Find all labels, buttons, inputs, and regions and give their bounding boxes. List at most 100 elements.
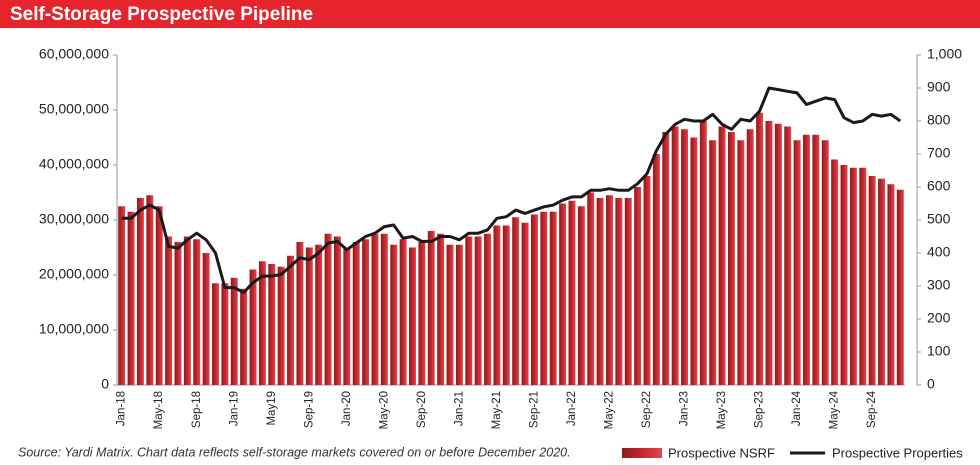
bar bbox=[803, 134, 810, 385]
bar bbox=[831, 159, 839, 385]
bar bbox=[484, 233, 492, 385]
bar bbox=[690, 137, 698, 385]
bar bbox=[268, 264, 276, 385]
bar bbox=[183, 236, 191, 385]
title-band bbox=[0, 0, 980, 28]
source-note: Source: Yardi Matrix. Chart data reflect… bbox=[18, 445, 571, 459]
bar bbox=[240, 288, 248, 385]
x-tick-label: May-20 bbox=[378, 391, 390, 429]
bar bbox=[568, 200, 576, 385]
bar bbox=[287, 255, 295, 385]
y2-tick-label: 700 bbox=[927, 145, 951, 161]
y-tick-label: 60,000,000 bbox=[39, 46, 109, 62]
bar bbox=[765, 121, 773, 385]
y-tick-label: 10,000,000 bbox=[39, 321, 109, 337]
bar bbox=[409, 247, 416, 385]
bar bbox=[737, 140, 745, 385]
bar bbox=[202, 253, 210, 385]
y2-tick-label: 800 bbox=[927, 112, 951, 128]
bar bbox=[352, 242, 360, 385]
bar bbox=[559, 203, 567, 385]
bar bbox=[249, 269, 257, 385]
bar bbox=[643, 176, 651, 385]
bar bbox=[399, 239, 407, 385]
x-tick-label: Sep-24 bbox=[866, 390, 878, 428]
bar bbox=[681, 129, 689, 385]
bar bbox=[437, 233, 445, 385]
x-tick-label: May-18 bbox=[153, 391, 165, 429]
bar bbox=[193, 239, 201, 385]
bar bbox=[493, 225, 501, 385]
x-tick-label: Sep-19 bbox=[303, 391, 315, 428]
bar bbox=[840, 165, 848, 385]
bar bbox=[812, 134, 820, 385]
x-tick-label: Jan-18 bbox=[116, 391, 128, 426]
bar bbox=[136, 198, 144, 385]
legend-label: Prospective Properties bbox=[832, 445, 963, 460]
bar bbox=[615, 198, 623, 385]
x-tick-label: Jan-23 bbox=[679, 391, 691, 426]
x-tick-label: Sep-18 bbox=[191, 391, 203, 428]
bar bbox=[606, 195, 613, 385]
y2-tick-label: 0 bbox=[927, 376, 935, 392]
bar bbox=[530, 214, 538, 385]
y-tick-label: 40,000,000 bbox=[39, 156, 109, 172]
bar bbox=[333, 236, 341, 385]
bar bbox=[315, 244, 323, 385]
y-tick-label: 0 bbox=[101, 376, 109, 392]
y-tick-label: 30,000,000 bbox=[39, 211, 109, 227]
bar bbox=[896, 189, 904, 385]
bar bbox=[521, 222, 529, 385]
bar bbox=[212, 283, 219, 385]
y2-tick-label: 100 bbox=[927, 343, 951, 359]
x-tick-label: Sep-22 bbox=[641, 391, 653, 428]
x-tick-label: Sep-23 bbox=[754, 391, 766, 428]
bar bbox=[305, 247, 313, 385]
bar bbox=[756, 112, 764, 385]
x-tick-label: Jan-21 bbox=[453, 391, 465, 426]
legend-swatch bbox=[622, 448, 662, 458]
bar bbox=[859, 167, 867, 385]
bar bbox=[174, 242, 182, 385]
y2-tick-label: 400 bbox=[927, 244, 951, 260]
bar bbox=[455, 244, 463, 385]
bar bbox=[277, 266, 285, 385]
chart-title: Self-Storage Prospective Pipeline bbox=[10, 4, 313, 25]
bar bbox=[652, 154, 660, 385]
bar bbox=[577, 206, 585, 385]
bar bbox=[155, 206, 163, 385]
y2-tick-label: 1,000 bbox=[927, 46, 962, 62]
bar bbox=[324, 233, 332, 385]
y2-tick-label: 500 bbox=[927, 211, 951, 227]
bar bbox=[474, 236, 482, 385]
bar bbox=[418, 242, 426, 385]
bar bbox=[465, 236, 473, 385]
x-tick-label: Jan-20 bbox=[341, 391, 353, 426]
x-tick-label: May-23 bbox=[716, 391, 728, 429]
bar bbox=[774, 123, 782, 385]
x-tick-label: Jan-22 bbox=[566, 391, 578, 426]
bar bbox=[587, 192, 595, 385]
line-series bbox=[121, 86, 902, 295]
bar bbox=[887, 184, 895, 385]
legend-label: Prospective NSRF bbox=[668, 445, 775, 460]
x-tick-label: May-21 bbox=[491, 391, 503, 429]
bar bbox=[793, 140, 801, 385]
bar bbox=[362, 239, 370, 385]
bar bbox=[596, 198, 604, 385]
bar bbox=[624, 198, 632, 385]
bar bbox=[446, 244, 454, 385]
bar bbox=[878, 178, 886, 385]
bar bbox=[230, 277, 238, 385]
bar bbox=[849, 167, 857, 385]
bar bbox=[221, 283, 229, 385]
bar bbox=[699, 121, 707, 385]
bar bbox=[427, 231, 435, 385]
bar bbox=[502, 225, 510, 385]
bar bbox=[671, 126, 679, 385]
bar bbox=[662, 132, 670, 385]
bar bbox=[727, 132, 735, 385]
y2-tick-label: 900 bbox=[927, 79, 951, 95]
x-tick-label: Sep-21 bbox=[528, 391, 540, 428]
